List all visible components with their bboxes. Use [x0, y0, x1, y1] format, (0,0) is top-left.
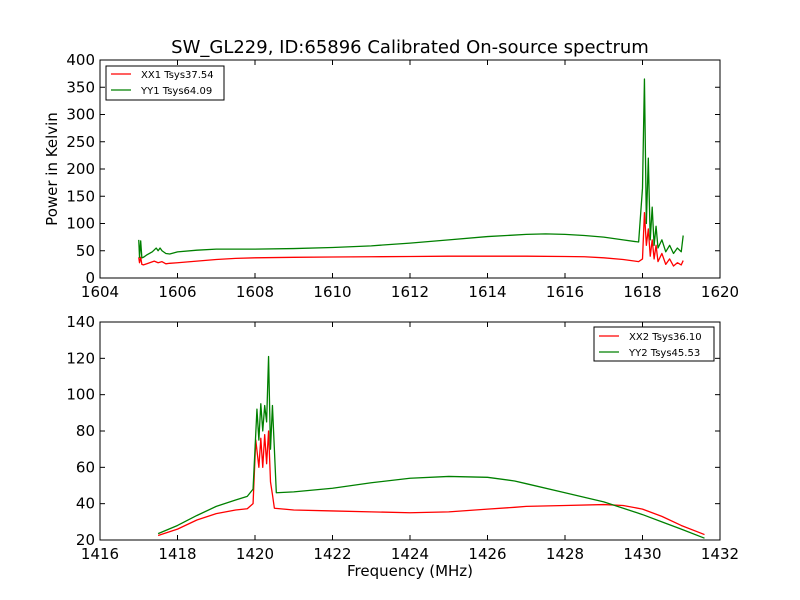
bottom-x-tick-label: 1428 — [546, 545, 584, 563]
bottom-y-tick-label: 20 — [76, 531, 95, 549]
top-x-tick-label: 1608 — [236, 283, 274, 301]
top-legend: XX1 Tsys37.54 YY1 Tsys64.09 — [105, 65, 225, 101]
top-y-tick-label: 250 — [66, 133, 95, 151]
bottom-x-tick-label: 1416 — [81, 545, 119, 563]
top-panel: SW_GL229, ID:65896 Calibrated On-source … — [43, 37, 739, 301]
top-y-tick-label: 200 — [66, 160, 95, 178]
bottom-x-tick-label: 1418 — [158, 545, 196, 563]
bottom-series-layer — [157, 355, 705, 539]
top-y-tick-label: 0 — [85, 269, 95, 287]
bottom-x-tick-label: 1422 — [313, 545, 351, 563]
top-x-tick-label: 1610 — [313, 283, 351, 301]
bottom-x-tick-label: 1420 — [236, 545, 274, 563]
bottom-x-tick-label: 1424 — [391, 545, 429, 563]
bottom-x-tick-label: 1432 — [701, 545, 739, 563]
top-y-tick-label: 300 — [66, 106, 95, 124]
top-y-tick-label: 400 — [66, 51, 95, 69]
top-x-tick-label: 1606 — [158, 283, 196, 301]
top-series-line-xx — [138, 211, 684, 267]
top-ticks-layer: 1604 1606 1608 1610 1612 1614 1616 1618 1620 0 50 1… — [66, 51, 739, 301]
bottom-x-axis-label: Frequency (MHz) — [347, 562, 473, 580]
top-y-tick-label: 150 — [66, 187, 95, 205]
top-x-tick-label: 1612 — [391, 283, 429, 301]
top-x-tick-label: 1614 — [468, 283, 506, 301]
bottom-y-tick-label: 40 — [76, 495, 95, 513]
bottom-panel: Frequency (MHz) 1416 1418 1420 1422 1424 1426… — [66, 313, 739, 580]
top-x-tick-label: 1620 — [701, 283, 739, 301]
bottom-x-tick-label: 1426 — [468, 545, 506, 563]
bottom-y-tick-label: 140 — [66, 313, 95, 331]
top-y-axis-label: Power in Kelvin — [43, 112, 61, 226]
legend-label-xx1: XX1 Tsys37.54 — [141, 70, 214, 81]
bottom-series-line-yy — [157, 355, 705, 539]
top-series-layer — [138, 78, 684, 267]
bottom-x-tick-label: 1430 — [623, 545, 661, 563]
bottom-y-tick-label: 100 — [66, 386, 95, 404]
top-x-tick-label: 1616 — [546, 283, 584, 301]
top-y-tick-label: 350 — [66, 78, 95, 96]
legend-label-xx2: XX2 Tsys36.10 — [629, 332, 702, 343]
top-x-tick-label: 1604 — [81, 283, 119, 301]
top-series-line-yy — [138, 78, 684, 259]
bottom-y-tick-label: 60 — [76, 458, 95, 476]
bottom-legend-box — [593, 326, 715, 362]
bottom-series-line-xx — [157, 430, 705, 537]
bottom-legend: XX2 Tsys36.10 YY2 Tsys45.53 — [593, 326, 715, 362]
bottom-ticks-layer: 1416 1418 1420 1422 1424 1426 1428 1430 1432 20 40… — [66, 313, 739, 563]
bottom-y-tick-label: 120 — [66, 349, 95, 367]
top-x-tick-label: 1618 — [623, 283, 661, 301]
top-y-tick-label: 100 — [66, 215, 95, 233]
legend-label-yy1: YY1 Tsys64.09 — [140, 86, 212, 97]
bottom-y-tick-label: 80 — [76, 422, 95, 440]
chart-title: SW_GL229, ID:65896 Calibrated On-source … — [171, 37, 649, 58]
legend-label-yy2: YY2 Tsys45.53 — [628, 348, 700, 359]
top-y-tick-label: 50 — [76, 242, 95, 260]
top-legend-box — [105, 65, 225, 101]
